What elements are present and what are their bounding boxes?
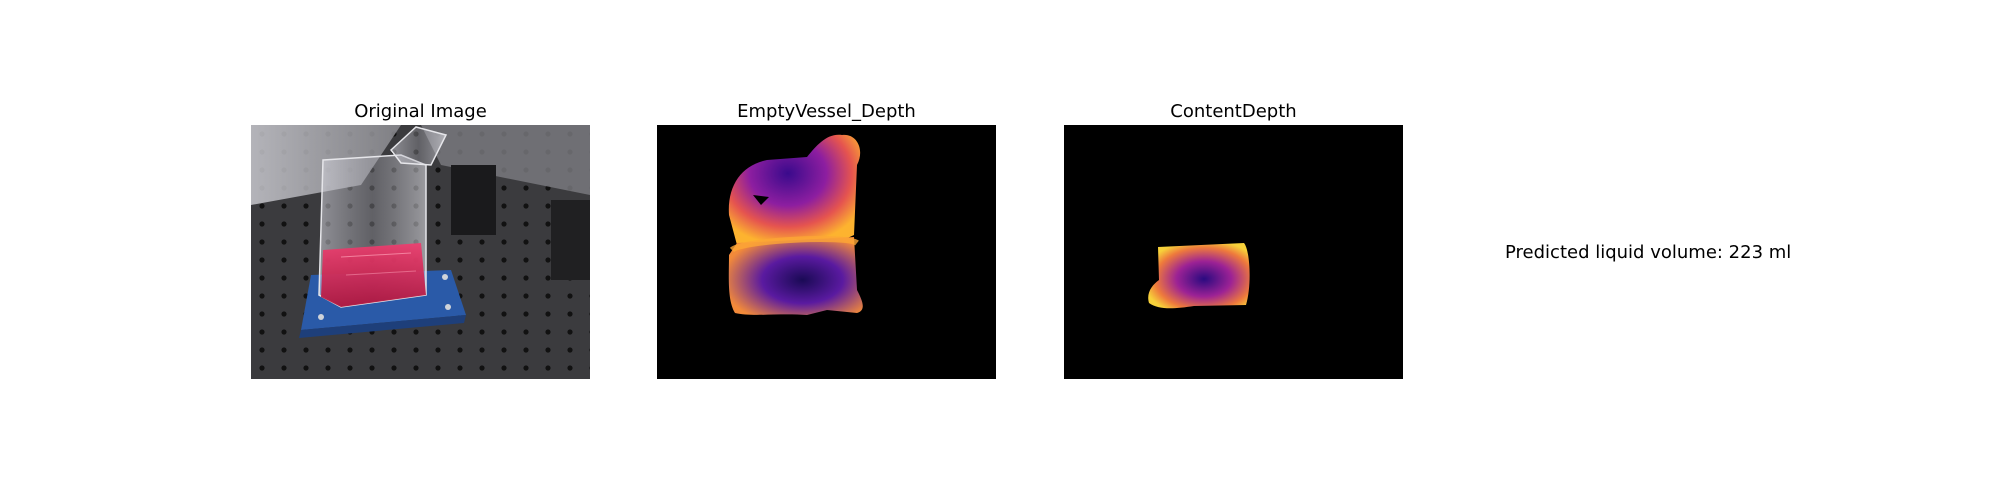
content-depth-map bbox=[1064, 125, 1403, 379]
panel-original: Original Image bbox=[251, 101, 590, 381]
predicted-volume-text: Predicted liquid volume: 223 ml bbox=[1505, 242, 1792, 263]
empty-vessel-depth-map bbox=[657, 125, 996, 379]
panel-title-original: Original Image bbox=[354, 101, 487, 122]
panel-empty-vessel-depth: EmptyVessel_Depth bbox=[657, 101, 996, 381]
panel-title-empty-vessel-depth: EmptyVessel_Depth bbox=[737, 101, 916, 122]
original-photo bbox=[251, 125, 590, 379]
panel-content-depth: ContentDepth bbox=[1064, 101, 1403, 381]
panel-title-content-depth: ContentDepth bbox=[1170, 101, 1297, 122]
